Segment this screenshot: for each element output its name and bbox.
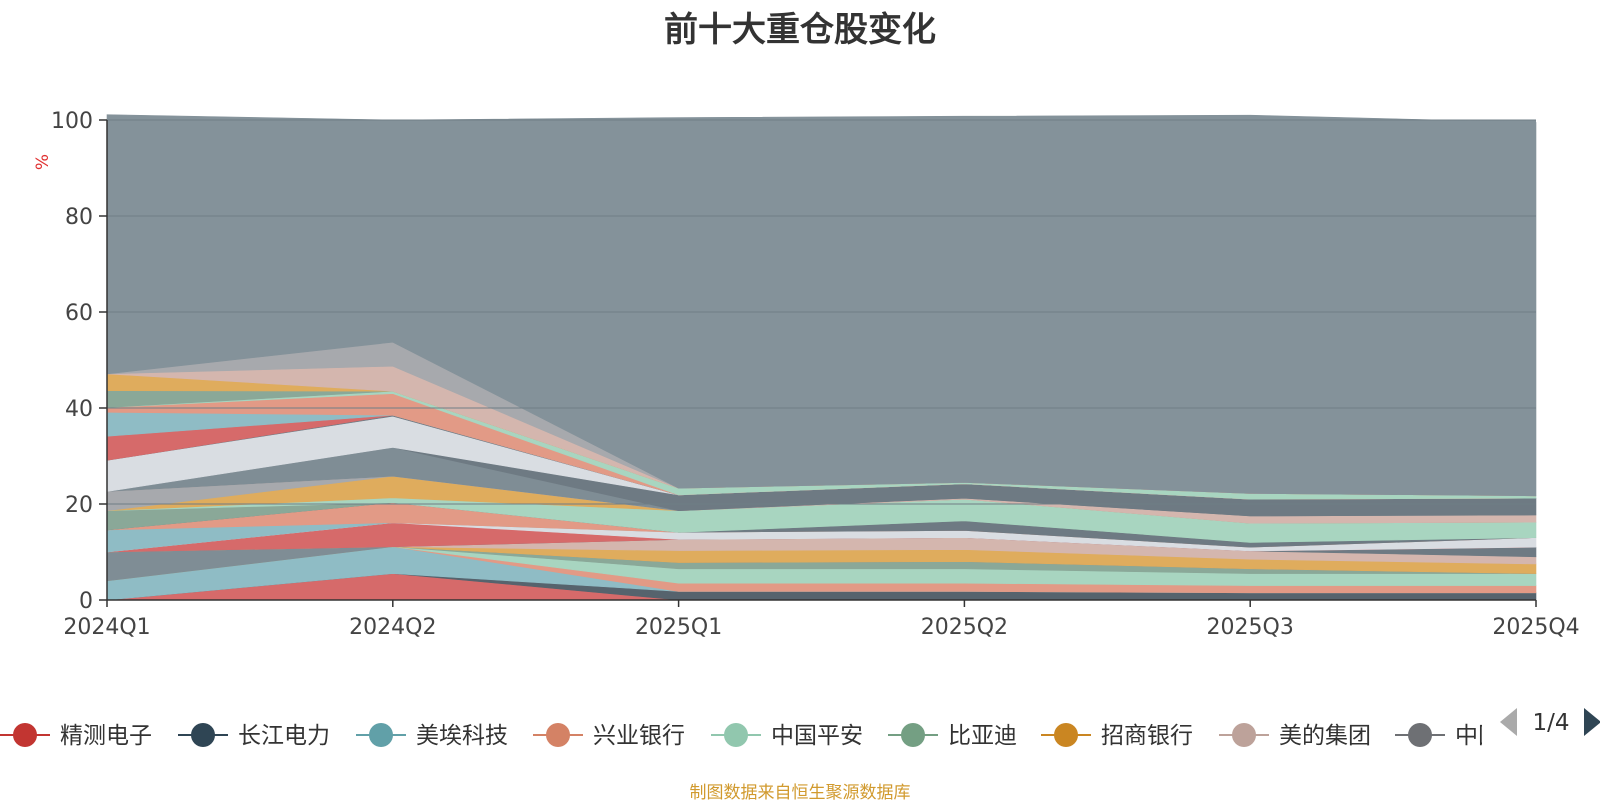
legend-label: 中国 bbox=[1455, 723, 1501, 749]
gridlines bbox=[107, 119, 1536, 505]
legend-label: 中国平安 bbox=[771, 723, 863, 749]
y-tick-label: 60 bbox=[65, 301, 93, 326]
legend-marker-icon bbox=[191, 723, 215, 747]
source-note: 制图数据来自恒生聚源数据库 bbox=[689, 783, 911, 803]
legend-marker-icon bbox=[1408, 723, 1432, 747]
x-tick-label: 2025Q2 bbox=[921, 615, 1008, 640]
legend-item-5[interactable]: 中国平安 bbox=[711, 723, 863, 749]
legend-label: 精测电子 bbox=[60, 723, 152, 749]
legend-label: 美的集团 bbox=[1279, 723, 1371, 749]
y-unit-label: % bbox=[33, 154, 53, 170]
legend-marker-icon bbox=[901, 723, 925, 747]
x-tick-label: 2024Q1 bbox=[63, 615, 150, 640]
legend-label: 招商银行 bbox=[1101, 723, 1193, 749]
legend-item-4[interactable]: 兴业银行 bbox=[533, 723, 685, 749]
x-tick-label: 2025Q4 bbox=[1492, 615, 1579, 640]
legend-item-6[interactable]: 比亚迪 bbox=[888, 723, 1017, 749]
legend-label: 美埃科技 bbox=[416, 723, 508, 749]
y-tick-label: 100 bbox=[51, 109, 93, 134]
legend-marker-icon bbox=[13, 723, 37, 747]
legend-page-indicator: 1/4 bbox=[1532, 710, 1569, 736]
area-series-33 bbox=[106, 114, 1537, 497]
legend-marker-icon bbox=[1232, 723, 1256, 747]
y-tick-label: 40 bbox=[65, 397, 93, 422]
x-tick-label: 2025Q3 bbox=[1207, 615, 1294, 640]
y-tick-label: 0 bbox=[79, 589, 93, 614]
legend-prev-arrow-icon[interactable] bbox=[1500, 708, 1517, 736]
stacked-areas bbox=[106, 114, 1537, 601]
legend-label: 兴业银行 bbox=[593, 723, 685, 749]
legend-marker-icon bbox=[369, 723, 393, 747]
chart-title: 前十大重仓股变化 bbox=[664, 10, 936, 50]
legend-item-9[interactable]: 中国 bbox=[1395, 723, 1501, 749]
tick-labels: 0 20 40 60 80 100 2024Q1 2024Q2 2025Q1 2025Q2 2025… bbox=[51, 109, 1580, 640]
axes bbox=[99, 119, 1537, 607]
legend-label: 长江电力 bbox=[238, 723, 330, 749]
legend-item-2[interactable]: 长江电力 bbox=[178, 723, 330, 749]
legend-item-1[interactable]: 精测电子 bbox=[0, 723, 152, 749]
x-tick-label: 2025Q1 bbox=[635, 615, 722, 640]
legend-next-arrow-icon[interactable] bbox=[1584, 708, 1600, 736]
legend-marker-icon bbox=[724, 723, 748, 747]
legend: 精测电子 长江电力 美埃科技 兴业银行 中国平安 比亚迪 招商银行 美的集团 中国 bbox=[0, 723, 1501, 749]
legend-marker-icon bbox=[1054, 723, 1078, 747]
legend-item-8[interactable]: 美的集团 bbox=[1219, 723, 1371, 749]
legend-marker-icon bbox=[546, 723, 570, 747]
y-tick-label: 20 bbox=[65, 493, 93, 518]
x-tick-label: 2024Q2 bbox=[349, 615, 436, 640]
legend-item-3[interactable]: 美埃科技 bbox=[356, 723, 508, 749]
legend-pager: 1/4 bbox=[1500, 708, 1600, 736]
y-tick-label: 80 bbox=[65, 205, 93, 230]
legend-label: 比亚迪 bbox=[948, 723, 1017, 749]
legend-item-7[interactable]: 招商银行 bbox=[1041, 723, 1193, 749]
